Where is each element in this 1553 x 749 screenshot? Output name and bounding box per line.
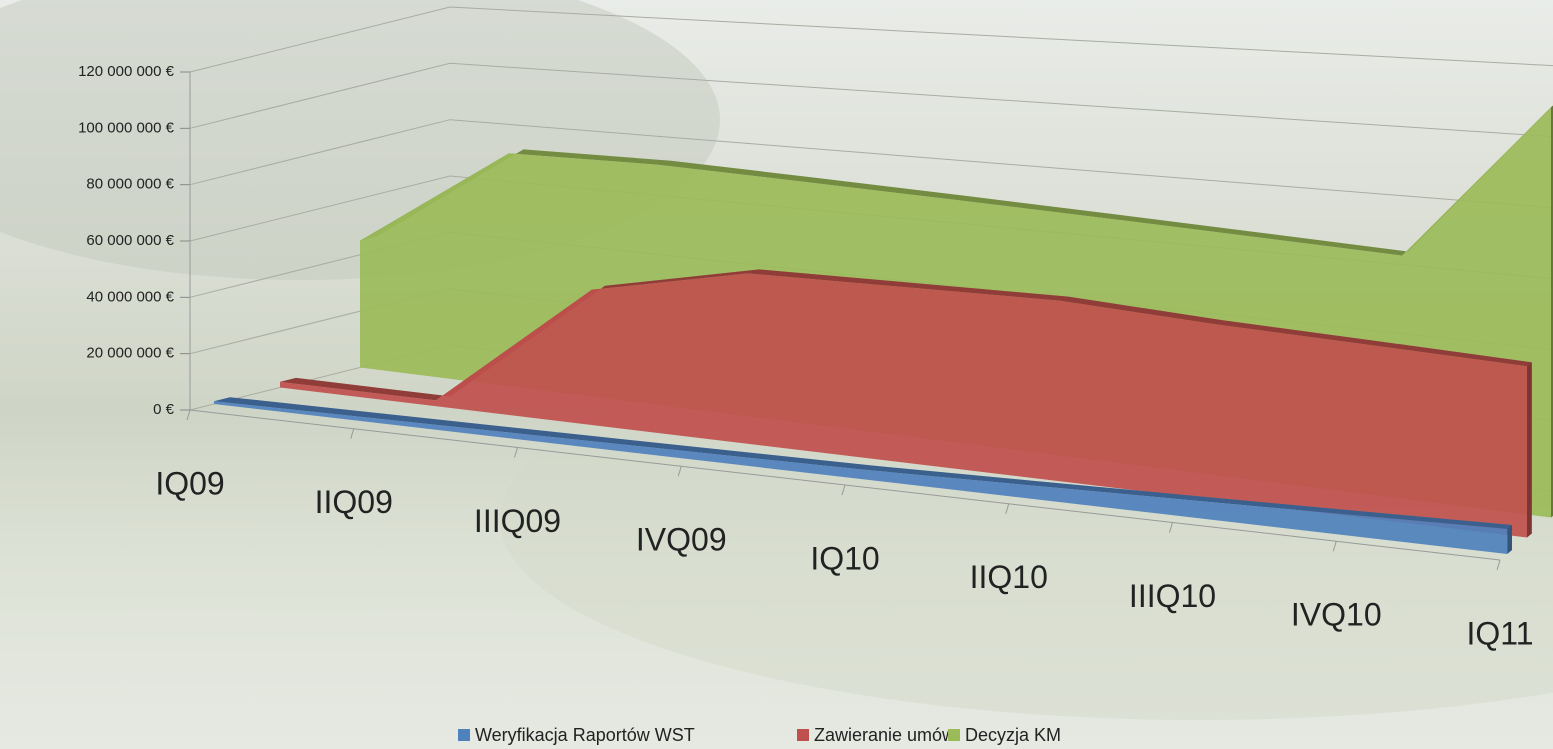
area-side-shade <box>1527 362 1532 538</box>
x-tick <box>1005 503 1010 514</box>
x-tick-label: IVQ10 <box>1291 597 1382 633</box>
y-tick-label: 40 000 000 € <box>86 288 174 305</box>
x-tick <box>186 409 191 421</box>
y-tick-label: 60 000 000 € <box>86 232 174 249</box>
x-tick <box>350 428 355 439</box>
y-tick-label: 20 000 000 € <box>86 345 174 362</box>
area-side-shade <box>1507 525 1512 554</box>
area-top-shade <box>214 397 1512 529</box>
x-tick-label: IQ09 <box>155 465 224 501</box>
area <box>214 401 1508 554</box>
legend-label: Zawieranie umów <box>814 725 956 745</box>
y-tick-label: 80 000 000 € <box>86 176 174 193</box>
x-tick <box>841 484 846 496</box>
x-tick-label: IIIQ09 <box>474 503 561 539</box>
x-tick <box>1332 541 1337 552</box>
y-tick-label: 120 000 000 € <box>78 63 175 80</box>
x-tick-label: IIQ09 <box>315 484 393 520</box>
x-tick-label: IQ10 <box>810 540 879 576</box>
x-tick <box>677 466 682 477</box>
area-side <box>1507 525 1512 554</box>
legend-swatch <box>797 729 809 741</box>
x-tick-label: IIQ10 <box>970 559 1048 595</box>
grid-line <box>189 62 1553 138</box>
grid-line <box>189 6 1553 73</box>
x-tick <box>514 447 518 458</box>
x-tick <box>1169 522 1173 533</box>
x-tick-label: IIIQ10 <box>1129 578 1216 614</box>
area <box>280 273 1527 538</box>
y-tick-label: 0 € <box>153 401 175 418</box>
legend-swatch <box>458 729 470 741</box>
grid-line <box>189 119 1553 209</box>
x-tick-label: IVQ09 <box>636 522 727 558</box>
legend-swatch <box>948 729 960 741</box>
area-side <box>1527 362 1532 538</box>
y-tick-label: 100 000 000 € <box>78 119 175 136</box>
x-tick <box>1496 559 1501 571</box>
legend-label: Weryfikacja Raportów WST <box>475 725 695 745</box>
legend-label: Decyzja KM <box>965 725 1061 745</box>
area-top <box>214 397 1512 529</box>
x-tick-label: IQ11 <box>1467 615 1534 651</box>
